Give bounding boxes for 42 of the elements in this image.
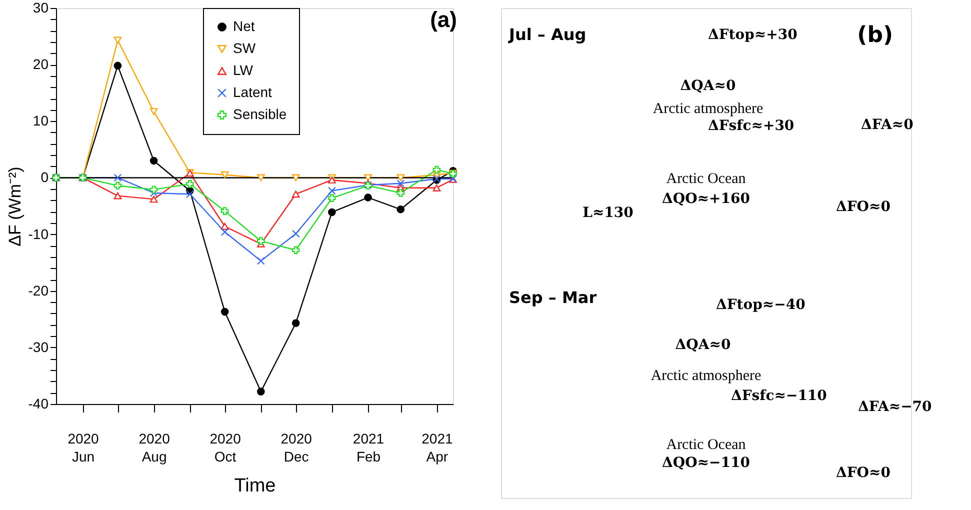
legend-label: Net	[233, 18, 255, 34]
text: Arctic Ocean	[666, 437, 746, 453]
text: ΔQO≈−110	[662, 455, 750, 471]
x-axis-title: Time	[234, 476, 276, 496]
y-tick-label: 20	[32, 56, 49, 72]
text: Jul – Aug	[508, 25, 586, 44]
y-tick-label: -10	[28, 226, 49, 242]
y-axis-title: ΔF (Wm⁻²)	[5, 166, 24, 246]
text: ΔQA≈0	[680, 78, 736, 94]
text: ΔFO≈0	[836, 465, 891, 481]
legend-label: Latent	[233, 84, 272, 100]
annotation: (a)	[430, 7, 457, 32]
x-tick-label: 2020 Oct	[210, 430, 242, 464]
x-tick-label: 2021 Apr	[422, 430, 453, 464]
y-tick-label: -20	[28, 282, 49, 298]
text: Arctic atmosphere	[650, 368, 762, 384]
text: ΔFA≈−70	[858, 399, 932, 415]
text: ΔFO≈0	[836, 199, 891, 215]
text: Arctic Ocean	[666, 171, 746, 187]
y-tick-label: 10	[32, 112, 49, 129]
y-tick-label: -40	[28, 396, 49, 412]
text: ΔFsfc≈−110	[731, 388, 828, 404]
y-tick-label: 30	[32, 0, 49, 16]
text: Arctic atmosphere	[652, 101, 764, 117]
legend-label: LW	[233, 62, 254, 78]
text: ΔFA≈0	[861, 117, 914, 133]
text: ΔQA≈0	[675, 337, 731, 353]
legend-label: Sensible	[233, 106, 287, 122]
legend-label: SW	[233, 40, 256, 56]
text: Sep – Mar	[509, 288, 597, 307]
text: L≈130	[582, 205, 634, 221]
text: ΔQO≈+160	[662, 191, 750, 207]
x-tick-label: 2020 Aug	[138, 430, 170, 464]
text: ΔFsfc≈+30	[708, 118, 794, 134]
x-tick-label: 2021 Feb	[352, 430, 384, 464]
y-tick-label: -30	[28, 338, 49, 355]
text: ΔFtop≈−40	[716, 297, 806, 313]
x-tick-label: 2020 Jun	[68, 430, 100, 464]
x-tick-label: 2020 Dec	[280, 430, 312, 464]
text: ΔFtop≈+30	[708, 27, 798, 43]
text: (b)	[857, 23, 893, 48]
y-tick-label: 0	[40, 169, 49, 186]
